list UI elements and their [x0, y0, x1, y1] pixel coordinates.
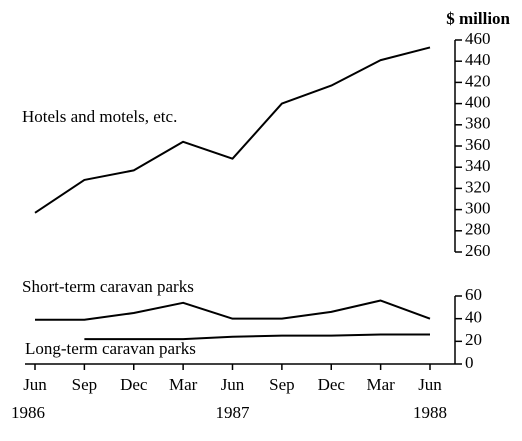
y-tick-label: 340	[465, 156, 491, 175]
y-tick-label: 400	[465, 93, 491, 112]
y-tick-label: 40	[465, 308, 482, 327]
x-tick-label: Mar	[169, 375, 198, 394]
x-tick-label: Mar	[366, 375, 395, 394]
year-label: 1988	[413, 403, 447, 422]
x-tick-label: Jun	[221, 375, 245, 394]
y-tick-label: 60	[465, 285, 482, 304]
y-tick-label: 300	[465, 199, 491, 218]
series-line	[35, 299, 431, 321]
y-tick-label: 420	[465, 71, 491, 90]
series-line	[34, 46, 431, 214]
x-tick-label: Dec	[120, 375, 148, 394]
year-label: 1986	[11, 403, 45, 422]
y-tick-label: 460	[465, 29, 491, 48]
x-tick-label: Jun	[23, 375, 47, 394]
x-tick-label: Jun	[418, 375, 442, 394]
y-tick-label: 320	[465, 177, 491, 196]
series-line	[84, 333, 430, 341]
y-tick-label: 20	[465, 330, 482, 349]
y-tick-label: 280	[465, 220, 491, 239]
series-label: Short-term caravan parks	[22, 277, 194, 296]
axis-label: $ million	[446, 9, 510, 28]
y-tick-label: 360	[465, 135, 491, 154]
y-tick-label: 260	[465, 241, 491, 260]
y-tick-label: 0	[465, 353, 474, 372]
y-tick-label: 440	[465, 50, 491, 69]
x-tick-label: Sep	[72, 375, 98, 394]
x-tick-label: Sep	[269, 375, 295, 394]
series-label: Long-term caravan parks	[25, 339, 196, 358]
series-label: Hotels and motels, etc.	[22, 107, 177, 126]
year-label: 1987	[216, 403, 251, 422]
x-tick-label: Dec	[318, 375, 346, 394]
y-tick-label: 380	[465, 114, 491, 133]
